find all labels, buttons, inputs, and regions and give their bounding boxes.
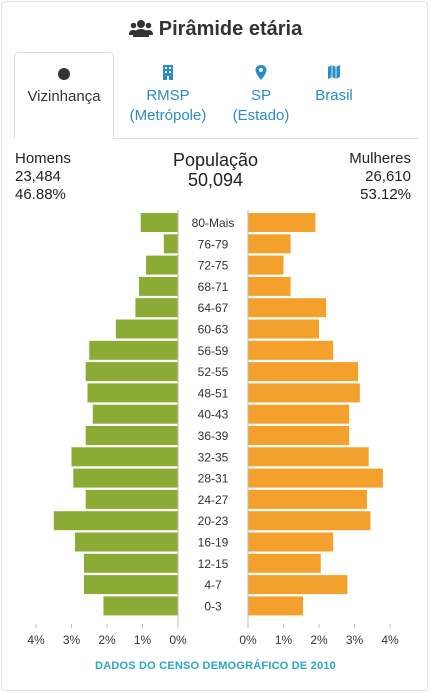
tab-sp[interactable]: SP (Estado) <box>222 52 300 138</box>
x-tick-label-left: 1% <box>134 633 152 647</box>
age-label: 40-43 <box>198 408 229 422</box>
women-bar-32-35 <box>248 447 369 467</box>
x-tick-label-left: 3% <box>63 633 81 647</box>
men-bar-24-27 <box>85 489 178 509</box>
chart-title: Pirâmide etária <box>0 18 431 41</box>
women-bar-60-63 <box>248 319 319 339</box>
women-label: Mulheres <box>349 150 411 167</box>
tab-label: SP <box>250 87 271 104</box>
men-bar-40-43 <box>92 404 178 424</box>
women-bar-56-59 <box>248 340 334 360</box>
age-label: 80-Mais <box>192 216 235 230</box>
tab-brasil[interactable]: Brasil <box>304 52 364 138</box>
men-count: 23,484 <box>15 168 61 185</box>
men-bar-80-Mais <box>140 213 178 232</box>
women-bar-20-23 <box>248 511 371 531</box>
tab-sublabel: (Metrópole) <box>129 107 207 124</box>
age-label: 48-51 <box>198 386 229 400</box>
tab-label: RMSP <box>146 87 190 104</box>
age-label: 0-3 <box>204 599 222 613</box>
men-bar-4-7 <box>83 575 178 595</box>
x-tick-label-right: 4% <box>381 633 399 647</box>
men-bar-64-67 <box>135 298 178 318</box>
age-label: 32-35 <box>198 450 229 464</box>
men-bar-52-55 <box>85 362 178 382</box>
women-bar-40-43 <box>248 404 350 424</box>
data-source-note: DADOS DO CENSO DEMOGRÁFICO DE 2010 <box>95 660 336 672</box>
region-tabs: Vizinhança RMSP (Metrópole) SP (Estado) … <box>14 52 418 139</box>
women-bar-24-27 <box>248 489 367 509</box>
women-bar-28-31 <box>248 468 383 488</box>
men-label: Homens <box>15 150 71 167</box>
men-bar-48-51 <box>87 383 178 403</box>
men-bar-16-19 <box>75 532 178 552</box>
age-label: 56-59 <box>198 344 229 358</box>
women-bar-76-79 <box>248 234 291 254</box>
title-text: Pirâmide etária <box>158 18 303 40</box>
women-percent: 53.12% <box>360 186 411 203</box>
x-tick-label-right: 1% <box>275 633 293 647</box>
tab-rmsp[interactable]: RMSP (Metrópole) <box>118 52 218 138</box>
women-bar-0-3 <box>248 596 304 616</box>
x-tick-label-left: 4% <box>27 633 45 647</box>
tab-label: Vizinhança <box>27 88 101 105</box>
women-bar-52-55 <box>248 362 359 382</box>
men-bar-20-23 <box>53 511 178 531</box>
x-tick-label-right: 0% <box>239 633 257 647</box>
women-bar-72-75 <box>248 255 284 275</box>
men-percent: 46.88% <box>15 186 66 203</box>
age-label: 24-27 <box>198 493 229 507</box>
age-label: 20-23 <box>198 514 229 528</box>
age-label: 76-79 <box>198 237 229 251</box>
users-icon <box>128 20 153 37</box>
women-bar-80-Mais <box>248 213 316 232</box>
map-icon <box>328 65 340 79</box>
age-label: 72-75 <box>198 259 229 273</box>
x-tick-label-right: 3% <box>346 633 364 647</box>
men-bar-0-3 <box>103 596 178 616</box>
men-bar-68-71 <box>138 276 178 296</box>
tab-label: Brasil <box>315 87 353 104</box>
building-icon <box>163 65 173 80</box>
women-bar-12-15 <box>248 553 321 573</box>
x-tick-label-left: 0% <box>169 633 187 647</box>
men-bar-12-15 <box>83 553 178 573</box>
map-marker-icon <box>255 65 267 80</box>
age-label: 52-55 <box>198 365 229 379</box>
women-stats: Mulheres 26,610 53.12% <box>349 150 411 204</box>
women-bar-64-67 <box>248 298 327 318</box>
women-bar-4-7 <box>248 575 348 595</box>
total-count: 50,094 <box>187 170 244 190</box>
age-label: 16-19 <box>198 536 229 550</box>
x-tick-label-left: 2% <box>98 633 116 647</box>
men-bar-72-75 <box>146 255 178 275</box>
age-label: 36-39 <box>198 429 229 443</box>
circle-icon <box>58 68 70 80</box>
total-label: População <box>172 150 259 170</box>
men-bar-60-63 <box>115 319 178 339</box>
age-label: 68-71 <box>198 280 229 294</box>
total-stats: População 50,094 <box>0 150 431 190</box>
age-label: 28-31 <box>198 472 229 486</box>
men-stats: Homens 23,484 46.88% <box>15 150 71 204</box>
tab-vizinhanca[interactable]: Vizinhança <box>14 52 114 139</box>
x-tick-label-right: 2% <box>310 633 328 647</box>
men-bar-36-39 <box>85 426 178 445</box>
age-label: 64-67 <box>198 301 229 315</box>
women-bar-68-71 <box>248 276 291 296</box>
tab-sublabel: (Estado) <box>232 107 290 124</box>
men-bar-56-59 <box>89 340 178 360</box>
men-bar-76-79 <box>163 234 178 254</box>
age-label: 4-7 <box>204 578 222 592</box>
women-bar-36-39 <box>248 426 350 445</box>
women-bar-48-51 <box>248 383 360 403</box>
age-label: 60-63 <box>198 323 229 337</box>
women-bar-16-19 <box>248 532 334 552</box>
men-bar-28-31 <box>73 468 178 488</box>
women-count: 26,610 <box>365 168 411 185</box>
age-pyramid-chart: 80-Mais 76-79 72-75 68-71 64-67 60-63 56-59 52-… <box>27 210 399 647</box>
age-label: 12-15 <box>198 557 229 571</box>
men-bar-32-35 <box>71 447 178 467</box>
